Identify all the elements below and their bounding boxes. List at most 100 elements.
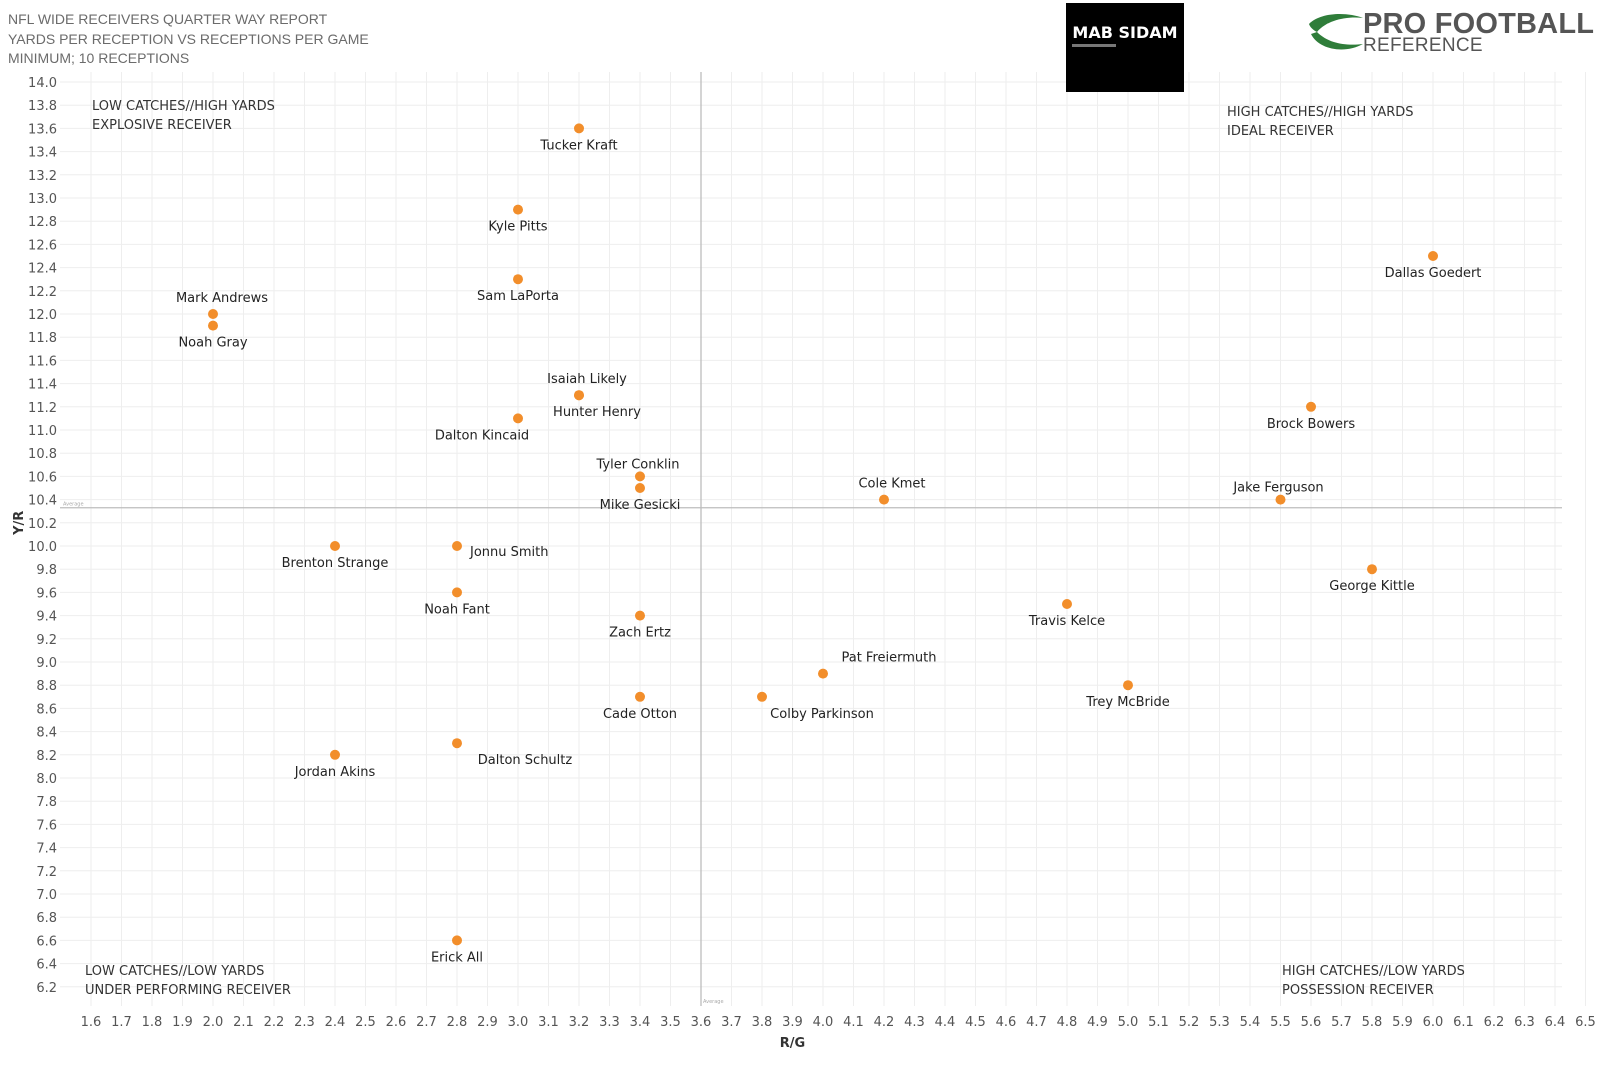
- x-tick-label: 5.9: [1392, 1015, 1413, 1030]
- x-tick-label: 4.1: [843, 1015, 864, 1030]
- y-tick-label: 12.6: [28, 238, 57, 253]
- x-tick-label: 2.4: [325, 1015, 346, 1030]
- data-point: [452, 541, 462, 551]
- x-tick-label: 4.5: [965, 1015, 986, 1030]
- y-tick-label: 6.4: [36, 958, 57, 973]
- x-tick-label: 3.0: [508, 1015, 529, 1030]
- y-tick-label: 11.4: [28, 378, 57, 393]
- x-tick-label: 6.0: [1423, 1015, 1444, 1030]
- x-tick-label: 1.6: [81, 1015, 102, 1030]
- data-point: [1062, 599, 1072, 609]
- x-tick-label: 2.5: [355, 1015, 376, 1030]
- x-tick-label: 5.4: [1240, 1015, 1261, 1030]
- data-point-label: Tucker Kraft: [539, 138, 617, 153]
- chart-title-block: NFL WIDE RECEIVERS QUARTER WAY REPORT YA…: [8, 10, 369, 69]
- data-point-label: Hunter Henry: [553, 405, 641, 420]
- x-tick-label: 5.6: [1301, 1015, 1322, 1030]
- data-point-label: Dalton Schultz: [478, 753, 573, 768]
- data-point-label: Dalton Kincaid: [435, 428, 529, 443]
- data-point: [818, 668, 828, 679]
- quadrant-label-title: HIGH CATCHES//HIGH YARDS: [1227, 105, 1414, 120]
- y-tick-label: 13.0: [28, 192, 57, 207]
- x-tick-label: 3.3: [599, 1015, 620, 1030]
- x-tick-label: 4.2: [874, 1015, 895, 1030]
- y-tick-label: 10.8: [28, 447, 57, 462]
- data-point: [452, 738, 462, 749]
- chart-filter-note: MINIMUM; 10 RECEPTIONS: [8, 50, 190, 66]
- data-point-label: Noah Gray: [178, 336, 247, 351]
- badge-name: MAB SIDAM: [1072, 23, 1178, 42]
- data-point: [452, 587, 462, 598]
- y-tick-label: 11.8: [28, 331, 57, 346]
- x-tick-label: 5.5: [1270, 1015, 1291, 1030]
- x-tick-label: 6.2: [1484, 1015, 1505, 1030]
- quadrant-label-title: LOW CATCHES//HIGH YARDS: [92, 99, 275, 114]
- data-point-label: Dallas Goedert: [1385, 266, 1482, 281]
- pro-football-reference-logo: PRO FOOTBALL REFERENCE: [1307, 8, 1595, 56]
- y-tick-label: 8.2: [36, 749, 57, 764]
- y-tick-label: 7.6: [36, 818, 57, 833]
- data-point-label: Noah Fant: [424, 602, 490, 617]
- x-tick-label: 2.6: [386, 1015, 407, 1030]
- x-tick-label: 4.3: [904, 1015, 925, 1030]
- x-tick-label: 6.3: [1514, 1015, 1535, 1030]
- y-tick-label: 11.0: [28, 424, 57, 439]
- football-icon: [1309, 14, 1363, 50]
- data-point-label: Travis Kelce: [1028, 614, 1105, 629]
- x-tick-label: 3.8: [752, 1015, 773, 1030]
- x-tick-label: 6.5: [1575, 1015, 1596, 1030]
- quadrant-label-subtitle: POSSESSION RECEIVER: [1282, 983, 1434, 998]
- data-point: [1275, 494, 1286, 505]
- x-tick-label: 3.5: [660, 1015, 681, 1030]
- x-tick-label: 2.0: [203, 1015, 224, 1030]
- data-point: [635, 610, 645, 621]
- x-tick-label: 2.1: [233, 1015, 254, 1030]
- x-tick-label: 1.8: [142, 1015, 163, 1030]
- data-point-label: Cade Otton: [603, 707, 677, 722]
- y-tick-label: 11.6: [28, 354, 57, 369]
- data-point: [513, 413, 523, 424]
- x-tick-label: 3.9: [782, 1015, 803, 1030]
- data-point-label: Zach Ertz: [609, 626, 671, 641]
- data-point-label: Colby Parkinson: [770, 707, 874, 722]
- y-tick-label: 8.6: [36, 702, 57, 717]
- data-point: [330, 749, 340, 760]
- y-tick-label: 13.8: [28, 99, 57, 114]
- y-tick-label: 8.4: [36, 726, 57, 741]
- data-point: [513, 274, 523, 285]
- data-point-label: Cole Kmet: [858, 477, 925, 492]
- x-tick-label: 4.7: [1026, 1015, 1047, 1030]
- y-tick-label: 6.6: [36, 934, 57, 949]
- y-tick-label: 6.2: [36, 981, 57, 996]
- y-tick-label: 12.2: [28, 285, 57, 300]
- quadrant-label-subtitle: EXPLOSIVE RECEIVER: [92, 118, 232, 133]
- data-point-label: Tyler Conklin: [596, 457, 680, 472]
- x-tick-label: 1.7: [111, 1015, 132, 1030]
- x-tick-label: 6.4: [1545, 1015, 1566, 1030]
- y-axis-title: Y/R: [12, 511, 27, 536]
- data-point: [635, 691, 645, 702]
- x-tick-label: 3.1: [538, 1015, 559, 1030]
- data-point-label: Jordan Akins: [294, 765, 376, 780]
- y-tick-label: 8.0: [36, 772, 57, 787]
- mab-sidam-badge: MAB SIDAM: [1066, 3, 1184, 92]
- y-tick-label: 13.6: [28, 122, 57, 137]
- data-point-label: George Kittle: [1329, 579, 1414, 594]
- data-point: [574, 123, 584, 134]
- x-tick-label: 1.9: [172, 1015, 193, 1030]
- data-point-label: Brenton Strange: [282, 556, 389, 571]
- y-tick-label: 11.2: [28, 401, 57, 416]
- y-tick-label: 9.8: [36, 563, 57, 578]
- y-tick-label: 13.4: [28, 146, 57, 161]
- y-tick-label: 10.0: [28, 540, 57, 555]
- x-tick-label: 2.9: [477, 1015, 498, 1030]
- data-point: [635, 483, 645, 493]
- y-tick-label: 7.8: [36, 795, 57, 810]
- data-point: [1428, 251, 1438, 261]
- data-point: [208, 309, 218, 319]
- y-tick-label: 10.6: [28, 470, 57, 485]
- y-tick-label: 7.0: [36, 888, 57, 903]
- y-tick-label: 9.2: [36, 633, 57, 648]
- quadrant-label-title: HIGH CATCHES//LOW YARDS: [1282, 964, 1465, 979]
- data-point: [879, 494, 889, 505]
